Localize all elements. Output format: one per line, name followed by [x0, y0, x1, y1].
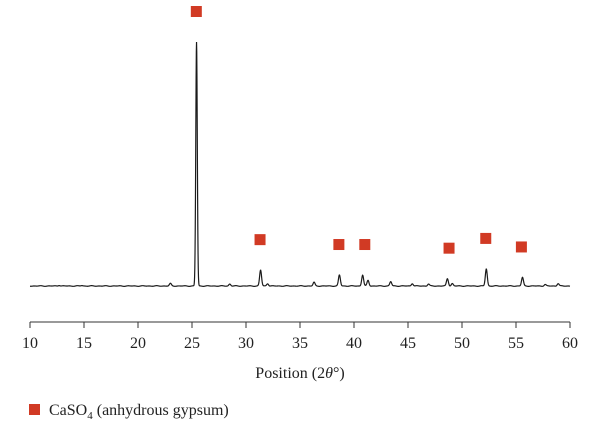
peak-marker	[480, 232, 492, 244]
x-axis-title: Position (2θ°)	[255, 365, 344, 382]
x-tick-label: 35	[292, 335, 308, 352]
x-axis-title-part3: °)	[333, 365, 345, 382]
peak-marker	[333, 239, 345, 251]
xrd-pattern-line	[29, 41, 571, 287]
x-tick-label: 15	[76, 335, 92, 352]
peak-marker	[190, 6, 202, 17]
x-tick-label: 20	[130, 335, 146, 352]
x-axis-ticks: 10 15 20 25 30 35 40 45 50 55 60	[22, 322, 578, 352]
peak-marker	[443, 242, 455, 254]
legend-label-rest: (anhydrous gypsum)	[93, 402, 229, 419]
legend-label-subscript: 4	[87, 410, 93, 422]
peak-marker	[359, 239, 371, 251]
x-axis-title-part1: Position (2	[255, 365, 325, 382]
x-tick-label: 25	[184, 335, 200, 352]
x-tick-label: 60	[562, 335, 578, 352]
x-tick-label: 50	[454, 335, 470, 352]
x-tick-label: 30	[238, 335, 254, 352]
peak-marker	[515, 241, 527, 253]
legend-label: CaSO4 (anhydrous gypsum)	[49, 402, 229, 422]
legend: CaSO4 (anhydrous gypsum)	[29, 402, 229, 422]
peak-markers	[190, 6, 527, 254]
legend-label-main: CaSO	[49, 402, 87, 419]
x-tick-label: 40	[346, 335, 362, 352]
x-axis-title-theta: θ	[325, 365, 333, 382]
x-tick-label: 45	[400, 335, 416, 352]
peak-marker	[254, 234, 266, 246]
x-tick-label: 55	[508, 335, 524, 352]
x-tick-label: 10	[22, 335, 38, 352]
legend-swatch-square	[29, 404, 40, 415]
